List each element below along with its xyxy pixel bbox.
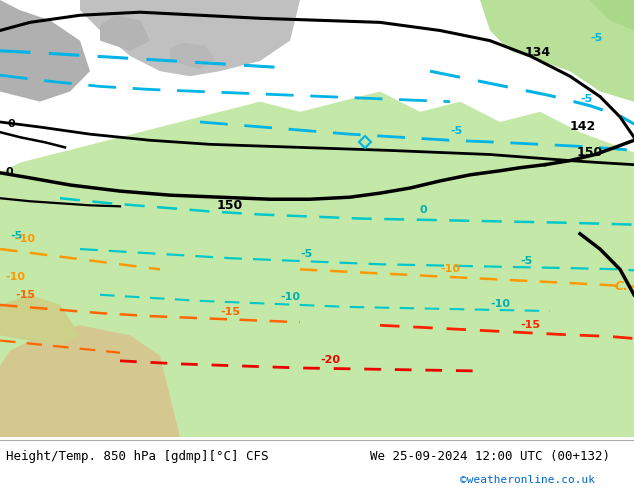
Polygon shape [0, 325, 180, 437]
Text: Height/Temp. 850 hPa [gdmp][°C] CFS: Height/Temp. 850 hPa [gdmp][°C] CFS [6, 449, 269, 463]
Text: -5: -5 [300, 249, 313, 259]
Text: -5: -5 [580, 94, 592, 104]
Polygon shape [0, 92, 634, 437]
Text: ©weatheronline.co.uk: ©weatheronline.co.uk [460, 475, 595, 485]
Polygon shape [80, 0, 300, 76]
Text: 0: 0 [420, 205, 427, 216]
Polygon shape [0, 0, 90, 101]
Polygon shape [100, 15, 150, 51]
Text: -10: -10 [280, 292, 300, 302]
Text: 134: 134 [525, 47, 551, 59]
Text: We 25-09-2024 12:00 UTC (00+132): We 25-09-2024 12:00 UTC (00+132) [370, 449, 610, 463]
Text: -10: -10 [5, 271, 25, 282]
Polygon shape [170, 43, 215, 69]
Text: -10: -10 [490, 299, 510, 309]
Text: 0: 0 [8, 119, 16, 129]
Polygon shape [590, 0, 634, 30]
Text: -15: -15 [15, 290, 35, 300]
Polygon shape [0, 295, 80, 345]
Text: -5: -5 [590, 33, 602, 43]
Text: 150: 150 [577, 146, 603, 159]
Text: -10: -10 [15, 234, 35, 244]
Text: 150: 150 [217, 199, 243, 212]
Polygon shape [480, 0, 634, 101]
Text: -20: -20 [320, 355, 340, 365]
Text: -5: -5 [450, 126, 462, 136]
Text: 142: 142 [570, 120, 596, 133]
Text: -5: -5 [520, 256, 533, 266]
Text: -15: -15 [220, 307, 240, 317]
Text: 0: 0 [5, 167, 13, 177]
Text: -15: -15 [520, 320, 540, 330]
Text: C.: C. [615, 280, 629, 293]
Text: -10: -10 [440, 265, 460, 274]
Text: -5: -5 [10, 231, 22, 241]
